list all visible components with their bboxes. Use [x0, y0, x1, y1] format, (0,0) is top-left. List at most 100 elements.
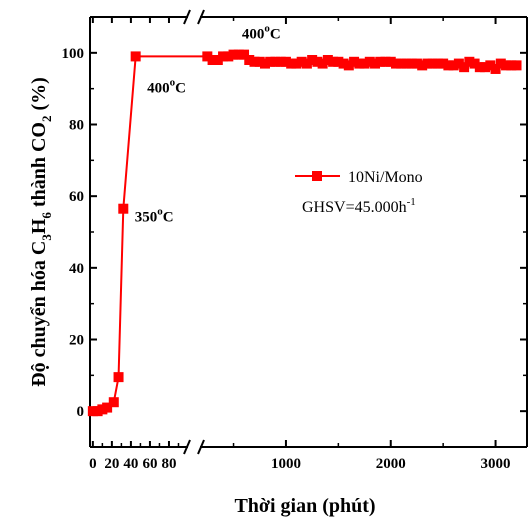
data-point	[406, 58, 417, 69]
data-point	[495, 58, 506, 69]
data-point	[328, 56, 339, 67]
data-point	[286, 58, 297, 69]
data-point	[223, 51, 234, 62]
y-tick-label: 20	[69, 333, 84, 349]
data-point	[432, 58, 443, 69]
data-point	[280, 56, 291, 67]
data-point	[338, 58, 349, 69]
y-axis: 0 20 40 60 80 100	[62, 16, 527, 448]
data-point	[411, 58, 422, 69]
x-tick-label: 0	[89, 456, 97, 472]
data-point	[417, 60, 428, 71]
data-point	[485, 60, 496, 71]
data-point	[275, 56, 286, 67]
data-point	[270, 56, 281, 67]
data-point	[385, 56, 396, 67]
y-title-part-4: (%)	[28, 77, 50, 115]
data-point	[506, 60, 517, 71]
y-title-sub-2: 6	[39, 212, 54, 219]
y-tick-label: 80	[69, 118, 84, 134]
data-point	[349, 56, 360, 67]
data-point	[427, 58, 438, 69]
annotations: 400oC 400oC 350oC	[135, 23, 281, 226]
data-point	[102, 402, 113, 413]
data-point	[464, 56, 475, 67]
axis-break-mark	[183, 9, 191, 25]
data-point	[259, 58, 270, 69]
data-point	[480, 62, 491, 73]
legend: 10Ni/Mono GHSV=45.000h-1	[295, 169, 423, 216]
data-point	[359, 58, 370, 69]
y-title-part-3: thành CO	[28, 122, 50, 212]
y-tick-label: 0	[77, 404, 85, 420]
data-point	[254, 56, 265, 67]
data-point	[239, 49, 250, 60]
data-point	[375, 56, 386, 67]
data-point	[291, 58, 302, 69]
data-point	[370, 58, 381, 69]
x-tick-label: 60	[142, 456, 157, 472]
data-point	[296, 56, 307, 67]
data-point	[443, 60, 454, 71]
data-point	[343, 60, 354, 71]
data-point	[459, 62, 470, 73]
data-point	[207, 55, 218, 65]
y-axis-title: Độ chuyển hóa C3H6 thành CO2 (%)	[28, 77, 54, 387]
data-point	[307, 55, 318, 65]
data-point	[354, 58, 365, 69]
legend-marker	[312, 171, 322, 181]
data-point	[118, 203, 129, 214]
y-title-sub-3: 2	[39, 116, 54, 123]
temperature-annotation: 400oC	[147, 76, 186, 96]
data-point	[474, 62, 485, 73]
data-point	[438, 58, 449, 69]
legend-label-10ni-mono: 10Ni/Mono	[348, 169, 423, 186]
y-title-sub-1: 3	[39, 234, 54, 241]
data-point	[469, 58, 480, 69]
data-point	[364, 56, 375, 67]
data-point	[333, 56, 344, 67]
data-point	[244, 55, 255, 65]
data-point	[130, 51, 141, 62]
data-point	[212, 55, 223, 65]
data-point	[501, 60, 512, 71]
y-tick-label: 40	[69, 261, 84, 277]
series-10ni-mono	[87, 49, 522, 417]
y-title-part-1: Độ chuyển hóa C	[28, 241, 50, 387]
legend-ghsv: GHSV=45.000h-1	[302, 196, 416, 216]
data-point	[390, 58, 401, 69]
data-point	[202, 51, 213, 62]
data-point	[233, 49, 244, 60]
data-point	[113, 372, 124, 383]
series-line	[92, 53, 517, 413]
data-point	[249, 56, 260, 67]
temperature-annotation: 400oC	[242, 23, 281, 43]
y-tick-label: 60	[69, 189, 84, 205]
axis-break-mark	[197, 9, 205, 25]
y-tick-label: 100	[62, 46, 85, 62]
data-point	[511, 60, 522, 71]
axis-break-mark	[197, 439, 205, 455]
data-point	[448, 60, 459, 71]
x-tick-label: 3000	[481, 456, 511, 472]
data-point	[453, 58, 464, 69]
x-tick-label: 2000	[376, 456, 406, 472]
x-tick-label: 20	[104, 456, 119, 472]
data-point	[317, 58, 328, 69]
data-point	[380, 56, 391, 67]
data-point	[396, 58, 407, 69]
x-tick-label: 80	[161, 456, 176, 472]
y-title-part-2: H	[28, 218, 50, 234]
temperature-annotation: 350oC	[135, 205, 174, 225]
data-point	[312, 56, 323, 67]
data-point	[322, 55, 333, 65]
data-point	[490, 63, 501, 74]
data-point	[301, 58, 312, 69]
data-point	[228, 49, 239, 60]
data-point	[108, 397, 119, 408]
data-point	[401, 58, 412, 69]
data-point	[265, 56, 276, 67]
plot-frame	[89, 9, 528, 455]
data-point	[422, 58, 433, 69]
